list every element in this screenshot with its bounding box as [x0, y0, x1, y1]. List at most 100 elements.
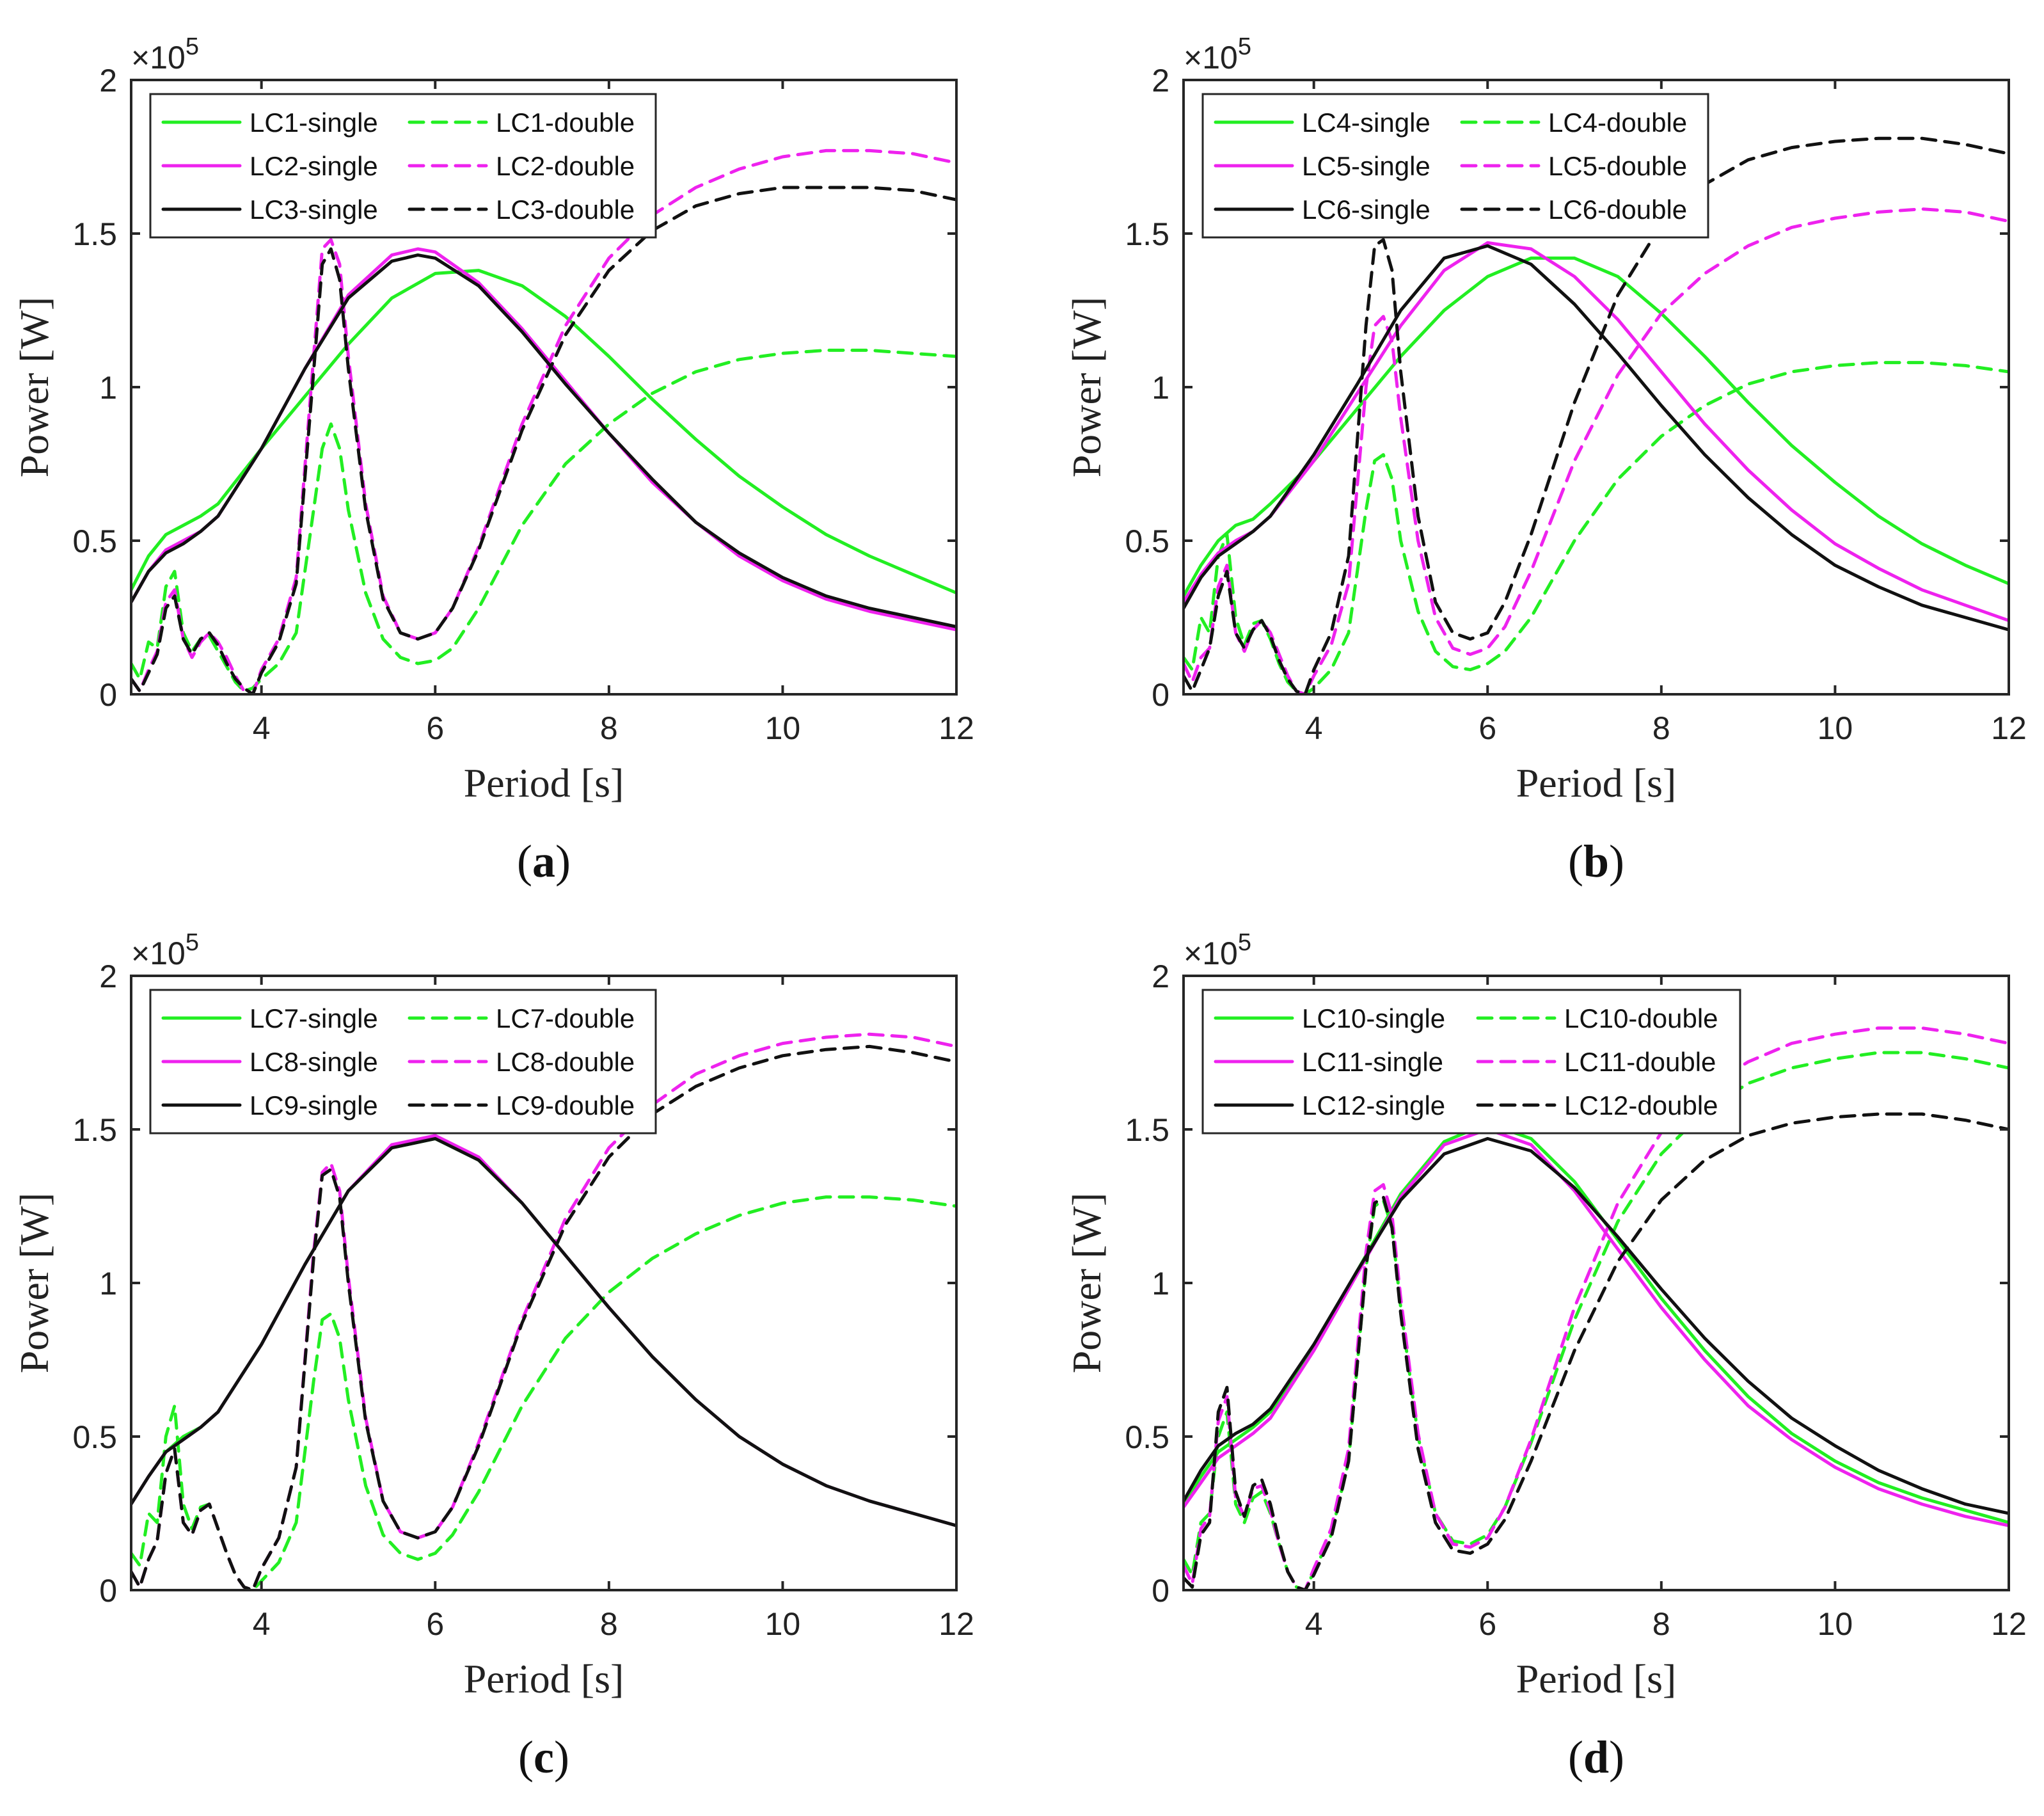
x-tick-label: 4 [1305, 1606, 1323, 1642]
y-multiplier-label: ×105 [131, 929, 199, 971]
y-tick-label: 1 [99, 370, 117, 406]
series-group [1184, 136, 2009, 694]
legend-label-lc8-double: LC8-double [496, 1047, 635, 1077]
y-multiplier-label: ×105 [1184, 929, 1251, 971]
legend: LC7-single LC7-double LC8-single LC8-double… [149, 989, 657, 1135]
legend: LC1-single LC1-double LC2-single LC2-double… [149, 93, 657, 239]
legend-label-lc5-single: LC5-single [1302, 151, 1430, 181]
panel-label: (b) [1568, 836, 1624, 887]
y-tick-label: 0.5 [1125, 523, 1169, 559]
legend-label-lc6-double: LC6-double [1548, 195, 1687, 225]
y-multiplier-exponent: 5 [1238, 929, 1251, 956]
y-multiplier-exponent: 5 [186, 33, 199, 60]
y-tick-label: 0.5 [1125, 1419, 1169, 1455]
x-tick-label: 8 [600, 710, 618, 746]
legend-label-lc11-single: LC11-single [1302, 1047, 1443, 1077]
legend-label-lc9-single: LC9-single [250, 1090, 378, 1120]
chart-panel-b: 4 6 8 10 12 0 0.5 1 1.5 2 ×105 Period [s] Power [W] (… [1064, 33, 2027, 887]
series-line-lc6-single [1184, 244, 2009, 632]
legend-label-lc4-single: LC4-single [1302, 108, 1430, 138]
y-tick-label: 1.5 [1125, 1112, 1169, 1148]
x-tick-label: 8 [600, 1606, 618, 1642]
x-tick-label: 10 [1818, 710, 1853, 746]
legend-label-lc5-double: LC5-double [1548, 151, 1687, 181]
legend-label-lc10-single: LC10-single [1302, 1003, 1445, 1033]
x-tick-label: 12 [939, 710, 974, 746]
x-tick-label: 4 [253, 1606, 271, 1642]
legend-label-lc12-single: LC12-single [1302, 1090, 1445, 1120]
x-tick-label: 10 [765, 710, 801, 746]
legend-label-lc4-double: LC4-double [1548, 108, 1687, 138]
chart-panel-a: 4 6 8 10 12 0 0.5 1 1.5 2 ×105 Period [s] Power [W] (… [12, 33, 974, 887]
panel-label-close: ) [554, 1732, 569, 1783]
legend-label-lc8-single: LC8-single [250, 1047, 378, 1077]
y-tick-label: 2 [1152, 63, 1169, 99]
x-tick-label: 6 [1478, 710, 1496, 746]
y-multiplier-label: ×105 [1184, 33, 1251, 76]
series-line-lc12-single [1184, 1136, 2009, 1515]
legend: LC4-single LC4-double LC5-single LC5-double… [1201, 93, 1709, 239]
series-line-lc11-single [1184, 1127, 2009, 1527]
series-line-lc4-single [1184, 256, 2009, 598]
y-multiplier-exponent: 5 [1238, 33, 1251, 60]
x-tick-label: 6 [426, 710, 444, 746]
y-axis-title: Power [W] [12, 297, 57, 478]
legend: LC10-single LC10-double LC11-single LC11-do… [1201, 989, 1741, 1135]
legend-label-lc2-single: LC2-single [250, 151, 378, 181]
x-axis-title: Period [s] [464, 1656, 624, 1701]
y-axis-title: Power [W] [12, 1193, 57, 1374]
chart-panel-d: 4 6 8 10 12 0 0.5 1 1.5 2 ×105 Period [s] Power [W] (… [1064, 929, 2027, 1783]
y-tick-label: 1 [1152, 370, 1169, 406]
y-tick-label: 2 [99, 63, 117, 99]
x-tick-label: 4 [1305, 710, 1323, 746]
y-multiplier-label: ×105 [131, 33, 199, 76]
series-line-lc4-double [1184, 361, 2009, 694]
series-line-lc3-single [131, 253, 956, 628]
legend-label-lc1-single: LC1-single [250, 108, 378, 138]
series-group [131, 1032, 956, 1590]
legend-label-lc12-double: LC12-double [1564, 1090, 1718, 1120]
y-tick-label: 0 [99, 677, 117, 713]
x-tick-label: 6 [426, 1606, 444, 1642]
series-line-lc7-double [131, 1195, 956, 1590]
x-tick-label: 10 [1818, 1606, 1853, 1642]
y-tick-label: 2 [99, 959, 117, 994]
y-tick-label: 0 [1152, 677, 1169, 713]
y-tick-label: 1.5 [72, 216, 117, 252]
x-tick-label: 8 [1652, 710, 1670, 746]
panel-label-open: ( [1568, 836, 1583, 887]
x-tick-label: 6 [1478, 1606, 1496, 1642]
y-tick-label: 1 [1152, 1266, 1169, 1302]
panel-label: (c) [518, 1732, 569, 1783]
series-line-lc12-double [1184, 1112, 2009, 1590]
legend-label-lc11-double: LC11-double [1564, 1047, 1716, 1077]
panel-label-open: ( [517, 836, 532, 887]
legend-label-lc1-double: LC1-double [496, 108, 635, 138]
chart-panel-c: 4 6 8 10 12 0 0.5 1 1.5 2 ×105 Period [s] Power [W] (… [12, 929, 974, 1783]
y-tick-label: 2 [1152, 959, 1169, 994]
x-axis-title: Period [s] [1516, 1656, 1677, 1701]
panel-label-letter: a [532, 836, 555, 887]
panel-label: (a) [517, 836, 571, 887]
series-group [1184, 1026, 2009, 1590]
legend-label-lc7-double: LC7-double [496, 1003, 635, 1033]
x-tick-label: 12 [939, 1606, 974, 1642]
series-line-lc6-double [1184, 136, 2009, 694]
y-multiplier-base: ×10 [1184, 936, 1238, 971]
legend-label-lc3-double: LC3-double [496, 195, 635, 225]
panel-label-close: ) [1609, 1732, 1624, 1783]
y-multiplier-base: ×10 [1184, 40, 1238, 76]
legend-label-lc10-double: LC10-double [1564, 1003, 1718, 1033]
series-line-lc9-single [131, 1136, 956, 1527]
panel-label-open: ( [518, 1732, 534, 1783]
x-tick-label: 10 [765, 1606, 801, 1642]
y-axis-title: Power [W] [1064, 297, 1109, 478]
panel-label-letter: d [1583, 1732, 1609, 1783]
y-multiplier-base: ×10 [131, 40, 186, 76]
x-tick-label: 12 [1991, 710, 2027, 746]
y-tick-label: 0 [99, 1573, 117, 1609]
x-tick-label: 12 [1991, 1606, 2027, 1642]
y-tick-label: 0.5 [72, 1419, 117, 1455]
series-line-lc5-double [1184, 207, 2009, 694]
